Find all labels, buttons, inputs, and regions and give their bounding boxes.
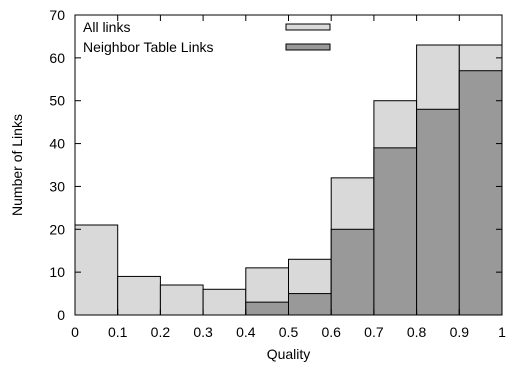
legend-label-all-links: All links — [83, 19, 130, 35]
x-axis-label: Quality — [267, 346, 311, 362]
tick-labels: 0 0.1 0.2 0.3 0.4 0.5 0.6 0.7 0.8 0.9 101020304050… — [49, 7, 506, 340]
legend-label-neighbor-table-links: Neighbor Table Links — [83, 39, 214, 55]
bar-all-links-3 — [202, 288, 247, 316]
x-tick-label-5: 0.5 — [279, 324, 299, 340]
x-tick-label-10: 1 — [498, 324, 506, 340]
x-tick-label-6: 0.6 — [321, 324, 341, 340]
y-tick-label-7: 70 — [49, 7, 65, 23]
y-tick-label-0: 0 — [57, 307, 65, 323]
y-tick-label-2: 20 — [49, 221, 65, 237]
x-tick-label-1: 0.1 — [108, 324, 128, 340]
bar-neighbor-table-links-4 — [245, 301, 290, 316]
bar-neighbor-table-links-5 — [288, 293, 332, 316]
bars-layer — [74, 44, 503, 316]
bar-all-links-1 — [117, 275, 161, 316]
y-axis-label: Number of Links — [9, 114, 25, 216]
axis-ticks — [74, 14, 503, 316]
bar-all-links-2 — [159, 284, 204, 316]
y-tick-label-5: 50 — [49, 93, 65, 109]
x-tick-label-9: 0.9 — [450, 324, 470, 340]
x-tick-label-2: 0.2 — [151, 324, 171, 340]
y-tick-label-6: 60 — [49, 50, 65, 66]
y-tick-label-4: 40 — [49, 136, 65, 152]
legend: All links Neighbor Table Links — [83, 19, 331, 55]
bar-neighbor-table-links-9 — [458, 70, 503, 316]
y-tick-label-3: 30 — [49, 178, 65, 194]
bar-neighbor-table-links-7 — [373, 147, 418, 316]
y-tick-label-1: 10 — [49, 264, 65, 280]
legend-swatch-neighbor-table-links — [285, 43, 331, 51]
bar-neighbor-table-links-6 — [330, 228, 375, 316]
x-tick-label-3: 0.3 — [193, 324, 213, 340]
bar-all-links-0 — [74, 224, 119, 316]
x-tick-label-8: 0.8 — [407, 324, 427, 340]
x-tick-label-0: 0 — [71, 324, 79, 340]
x-tick-label-4: 0.4 — [236, 324, 256, 340]
legend-swatch-all-links — [285, 23, 331, 31]
x-tick-label-7: 0.7 — [364, 324, 384, 340]
bar-neighbor-table-links-8 — [416, 108, 460, 316]
